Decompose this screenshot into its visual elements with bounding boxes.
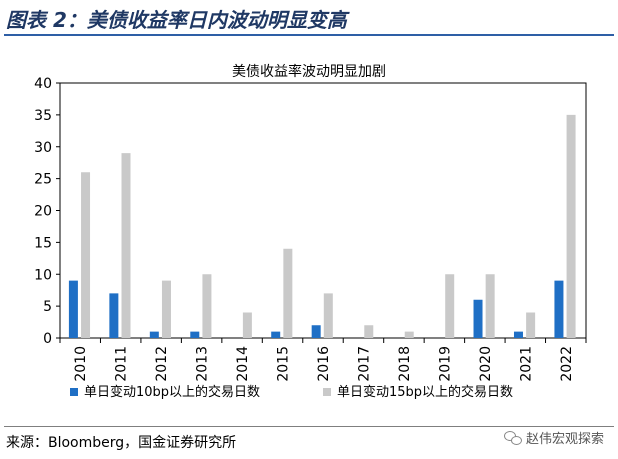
bar-15bp xyxy=(364,325,374,338)
x-tick-label: 2011 xyxy=(114,346,130,382)
bar-10bp xyxy=(311,325,321,338)
header-rule xyxy=(4,34,614,36)
x-tick-label: 2010 xyxy=(73,346,89,382)
x-tick-label: 2018 xyxy=(397,346,413,382)
bar-15bp xyxy=(202,274,212,338)
bar-15bp xyxy=(445,274,455,338)
bar-15bp xyxy=(566,114,576,338)
y-tick-label: 40 xyxy=(34,76,52,92)
legend-label-10bp: 单日变动10bp以上的交易日数 xyxy=(84,384,260,400)
x-tick-label: 2021 xyxy=(518,346,534,382)
axes: 0 5 10 15 20 25 30 35 40 2010 2011 2012 2013 2014 2015… xyxy=(34,76,587,382)
bar-15bp xyxy=(404,331,414,338)
x-tick-label: 2016 xyxy=(316,346,332,382)
x-tick-label: 2022 xyxy=(559,346,575,382)
figure-title: 图表 2：美债收益率日内波动明显变高 xyxy=(6,8,347,32)
legend: 单日变动10bp以上的交易日数 单日变动15bp以上的交易日数 xyxy=(70,384,513,400)
x-tick-label: 2012 xyxy=(154,346,170,382)
chart-title: 美债收益率波动明显加剧 xyxy=(232,63,386,80)
legend-swatch-10bp xyxy=(70,388,78,396)
x-tick-label: 2017 xyxy=(356,346,372,382)
bar-15bp xyxy=(485,274,495,338)
bar-10bp xyxy=(473,299,483,338)
y-tick-label: 15 xyxy=(34,235,52,251)
y-tick-label: 0 xyxy=(43,331,52,347)
bar-10bp xyxy=(554,280,564,338)
footer-rule xyxy=(4,426,614,427)
y-tick-label: 30 xyxy=(34,140,52,156)
bar-15bp xyxy=(283,248,293,338)
x-tick-label: 2015 xyxy=(276,346,292,382)
y-tick-label: 5 xyxy=(43,299,52,315)
bars xyxy=(68,114,576,338)
plot-frame xyxy=(59,82,587,339)
legend-label-15bp: 单日变动15bp以上的交易日数 xyxy=(337,384,513,400)
source-note: 来源：Bloomberg，国金证券研究所 xyxy=(6,435,237,451)
wechat-icon xyxy=(503,430,522,445)
y-tick-label: 20 xyxy=(34,204,52,220)
bar-10bp xyxy=(109,293,119,338)
bar-chart: 美债收益率波动明显加剧 0 5 10 15 20 25 30 35 40 2010 2011 2012… xyxy=(34,63,587,400)
bar-15bp xyxy=(81,172,91,338)
bar-10bp xyxy=(68,280,78,338)
watermark-text: 赵伟宏观探索 xyxy=(525,432,604,447)
watermark: 赵伟宏观探索 xyxy=(503,428,604,447)
y-tick-label: 25 xyxy=(34,172,52,188)
x-tick-label: 2019 xyxy=(437,346,453,382)
bar-10bp xyxy=(513,331,523,338)
legend-swatch-15bp xyxy=(323,388,331,396)
bar-15bp xyxy=(323,293,333,338)
bar-10bp xyxy=(190,331,200,338)
bar-15bp xyxy=(242,312,252,338)
y-tick-label: 10 xyxy=(34,267,52,283)
bar-10bp xyxy=(149,331,159,338)
x-tick-label: 2020 xyxy=(478,346,494,382)
bar-15bp xyxy=(121,153,131,338)
bar-15bp xyxy=(526,312,536,338)
y-tick-label: 35 xyxy=(34,108,52,124)
x-tick-label: 2014 xyxy=(235,346,251,382)
bar-15bp xyxy=(161,280,171,338)
bar-10bp xyxy=(271,331,281,338)
x-tick-label: 2013 xyxy=(195,346,211,382)
